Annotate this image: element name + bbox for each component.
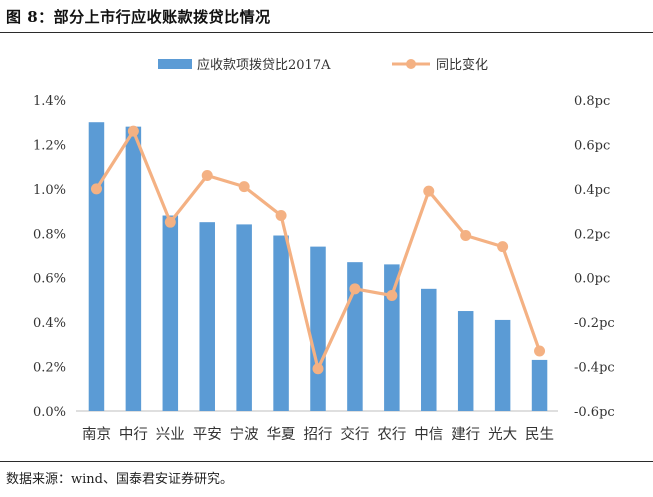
bar-光大: [494, 319, 511, 411]
left-tick-label: 1.0%: [33, 183, 66, 198]
point-平安: [201, 170, 213, 182]
left-tick-label: 0.4%: [33, 316, 66, 331]
right-tick-label: -0.4pc: [574, 361, 615, 376]
bar-建行: [457, 311, 474, 411]
bar-农行: [384, 264, 400, 411]
category-label: 南京: [82, 426, 111, 443]
point-民生: [534, 345, 546, 357]
point-交行: [349, 283, 361, 295]
right-tick-label: 0.4pc: [574, 183, 610, 198]
point-中行: [127, 125, 139, 137]
legend: 应收款项拨贷比2017A 同比变化: [158, 57, 488, 73]
left-axis-ticks: 0.0% 0.2% 0.4% 0.6% 0.8% 1.0% 1.2% 1.4%: [33, 94, 66, 420]
category-label: 宁波: [230, 426, 259, 443]
category-label: 招行: [304, 426, 333, 443]
top-rule: [0, 32, 653, 33]
bar-中行: [125, 126, 142, 412]
left-tick-label: 0.2%: [33, 361, 66, 376]
left-tick-label: 0.0%: [33, 405, 66, 420]
category-label: 交行: [340, 425, 369, 443]
point-兴业: [164, 216, 176, 228]
point-宁波: [238, 181, 250, 193]
point-招行: [312, 363, 324, 375]
legend-line-marker: [406, 59, 416, 69]
point-建行: [460, 230, 472, 242]
category-labels: 南京 中行 兴业 平安 宁波 华夏 招行 交行 农行 中信 建行 光大 民生: [82, 425, 554, 443]
point-南京: [90, 183, 102, 195]
category-label: 光大: [488, 426, 517, 443]
left-tick-label: 1.4%: [33, 94, 66, 109]
right-axis-ticks: -0.6pc -0.4pc -0.2pc 0.0pc 0.2pc 0.4pc 0.6pc 0.…: [574, 94, 615, 420]
bottom-rule: [0, 461, 653, 462]
category-label: 兴业: [156, 426, 185, 443]
category-label: 中信: [414, 426, 443, 443]
right-tick-label: 0.8pc: [574, 94, 610, 109]
left-tick-label: 1.2%: [33, 138, 66, 153]
bar-宁波: [236, 224, 252, 411]
right-tick-label: 0.0pc: [574, 272, 610, 287]
bar-民生: [531, 359, 548, 411]
point-农行: [386, 289, 398, 301]
point-华夏: [275, 210, 287, 222]
bar-series: [88, 122, 548, 412]
bar-南京: [88, 122, 105, 411]
bar-中信: [421, 288, 437, 411]
category-label: 平安: [193, 426, 222, 443]
right-tick-label: -0.2pc: [574, 316, 615, 331]
category-label: 中行: [119, 426, 148, 443]
category-label: 建行: [451, 426, 480, 443]
right-tick-label: 0.6pc: [574, 138, 610, 153]
source-note: 数据来源：wind、国泰君安证券研究。: [6, 472, 233, 487]
category-label: 农行: [377, 426, 406, 443]
legend-bar-swatch: [158, 59, 192, 69]
point-光大: [497, 241, 509, 253]
chart: 应收款项拨贷比2017A 同比变化 0.0% 0.2% 0.4% 0.6% 0.8% 1.…: [33, 57, 615, 443]
bar-平安: [199, 222, 215, 411]
right-tick-label: 0.2pc: [574, 227, 610, 242]
category-label: 华夏: [267, 426, 296, 443]
right-tick-label: -0.6pc: [574, 405, 615, 420]
bar-华夏: [273, 235, 289, 411]
left-tick-label: 0.6%: [33, 272, 66, 287]
line-series: [90, 125, 546, 375]
legend-line-label: 同比变化: [436, 57, 488, 73]
legend-bar-label: 应收款项拨贷比2017A: [197, 57, 331, 73]
point-中信: [423, 185, 435, 197]
bar-招行: [310, 246, 326, 411]
left-tick-label: 0.8%: [33, 227, 66, 242]
figure-title: 图 8：部分上市行应收账款拨贷比情况: [6, 8, 271, 26]
bar-兴业: [162, 215, 179, 411]
category-label: 民生: [525, 426, 554, 443]
